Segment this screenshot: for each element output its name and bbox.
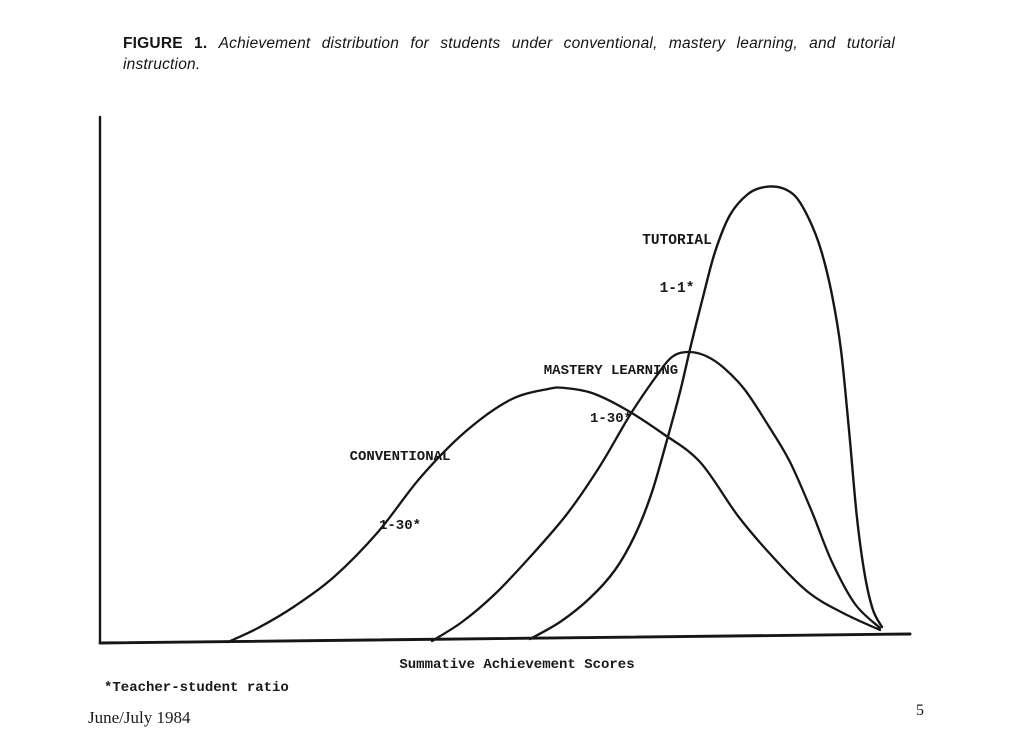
x-axis-title: Summative Achievement Scores bbox=[399, 657, 635, 673]
curve-tutorial bbox=[528, 185, 884, 641]
curve-conventional bbox=[226, 386, 882, 644]
curve-label-conventional: CONVENTIONAL 1-30* bbox=[320, 400, 480, 584]
page-number: 5 bbox=[916, 702, 924, 719]
curve-label-tutorial-name: TUTORIAL bbox=[642, 233, 712, 249]
curve-label-tutorial-ratio: 1-1* bbox=[659, 281, 695, 297]
curve-label-mastery: MASTERY LEARNING 1-30* bbox=[521, 331, 701, 459]
figure-caption-text: Achievement distribution for students un… bbox=[123, 35, 895, 73]
x-axis bbox=[98, 632, 912, 645]
curve-label-conventional-name: CONVENTIONAL bbox=[349, 449, 451, 465]
curve-label-conventional-ratio: 1-30* bbox=[378, 518, 421, 534]
figure-caption-label: FIGURE 1. bbox=[123, 35, 208, 52]
curve-label-mastery-name: MASTERY LEARNING bbox=[543, 363, 679, 379]
figure-caption: FIGURE 1. Achievement distribution for s… bbox=[123, 33, 895, 75]
journal-date: June/July 1984 bbox=[88, 708, 191, 727]
achievement-distribution-chart bbox=[98, 115, 912, 645]
curve-label-tutorial: TUTORIAL 1-1* bbox=[629, 201, 725, 329]
curve-label-mastery-ratio: 1-30* bbox=[589, 411, 632, 427]
ratio-footnote: *Teacher-student ratio bbox=[104, 680, 289, 696]
curve-mastery bbox=[430, 350, 882, 643]
